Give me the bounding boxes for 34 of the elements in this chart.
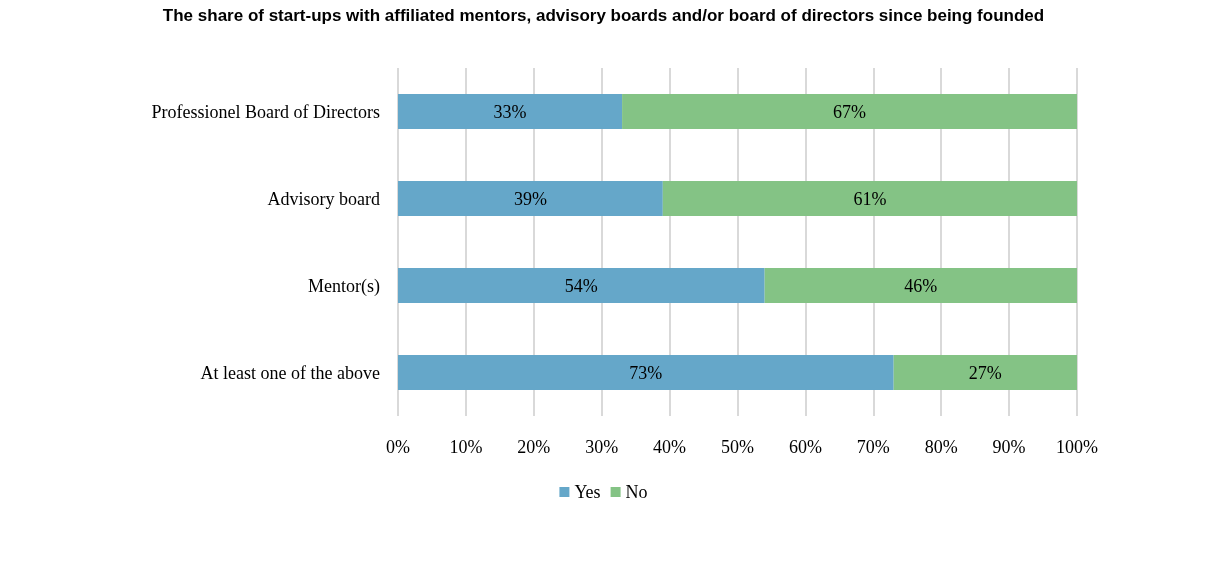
data-label: 61% [853, 188, 887, 209]
data-label: 46% [904, 275, 938, 296]
x-tick-label: 10% [449, 437, 483, 457]
x-tick-label: 70% [856, 437, 890, 457]
x-tick-label: 100% [1056, 437, 1098, 457]
bar [398, 268, 765, 303]
data-label: 27% [968, 362, 1002, 383]
y-tick-label: At least one of the above [200, 362, 381, 383]
bar [662, 181, 1077, 216]
data-label: 67% [833, 101, 867, 122]
legend-label: Yes [574, 482, 601, 502]
data-label: 54% [564, 275, 598, 296]
y-tick-label: Professionel Board of Directors [151, 101, 380, 122]
x-tick-label: 90% [992, 437, 1026, 457]
data-label: 39% [513, 188, 547, 209]
bar [622, 94, 1077, 129]
y-tick-label: Advisory board [267, 188, 380, 209]
bar [398, 181, 663, 216]
x-tick-label: 30% [585, 437, 619, 457]
bar [764, 268, 1077, 303]
y-tick-label: Mentor(s) [308, 275, 380, 297]
x-tick-label: 0% [386, 437, 410, 457]
chart-title: The share of start-ups with affiliated mentors, advisory boards and/or board of directors since being founded [162, 6, 1045, 25]
x-tick-label: 40% [653, 437, 687, 457]
x-tick-label: 20% [517, 437, 551, 457]
x-tick-label: 50% [721, 437, 754, 457]
bar [893, 355, 1077, 390]
bar [398, 94, 623, 129]
data-label: 73% [629, 362, 663, 383]
x-tick-label: 60% [788, 437, 822, 457]
x-tick-label: 80% [924, 437, 958, 457]
legend-label: No [625, 482, 648, 502]
data-label: 33% [493, 101, 527, 122]
bar [398, 355, 894, 390]
